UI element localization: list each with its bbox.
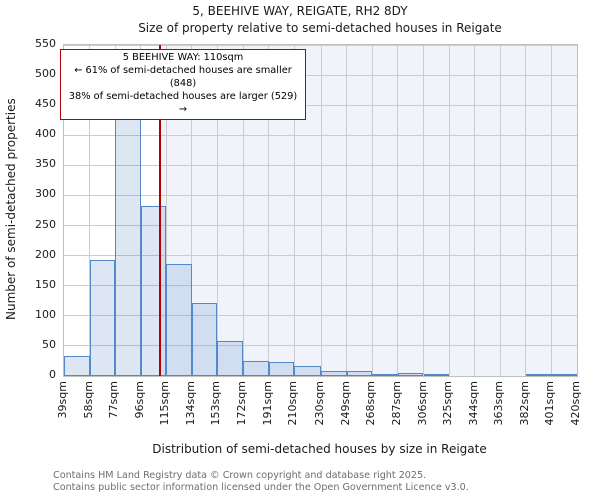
- x-tick-label: 401sqm: [543, 381, 557, 426]
- property-size-marker-line: [158, 45, 161, 376]
- x-tick-label: 191sqm: [260, 381, 274, 426]
- gridline-vertical: [242, 45, 244, 376]
- x-tick-label: 306sqm: [415, 381, 429, 426]
- gridline-vertical: [346, 45, 348, 376]
- x-tick-label: 77sqm: [107, 381, 121, 419]
- gridline-horizontal: [64, 285, 577, 287]
- x-tick-label: 325sqm: [441, 381, 455, 426]
- histogram-bar: [346, 371, 373, 376]
- gridline-horizontal: [64, 345, 577, 347]
- gridline-horizontal: [64, 104, 577, 106]
- y-tick-label: 0: [49, 368, 56, 381]
- gridline-horizontal: [64, 164, 577, 166]
- x-tick-label: 153sqm: [209, 381, 223, 426]
- histogram-bar: [191, 302, 218, 376]
- licence-footer: Contains HM Land Registry data © Crown c…: [53, 470, 469, 493]
- y-tick-label: 150: [35, 277, 56, 291]
- x-tick-label: 210sqm: [286, 381, 300, 426]
- gridline-vertical: [191, 45, 193, 376]
- gridline-horizontal: [64, 225, 577, 227]
- histogram-bar: [115, 117, 141, 376]
- footer-line-1: Contains HM Land Registry data © Crown c…: [53, 470, 427, 481]
- histogram-bar: [166, 264, 192, 376]
- gridline-vertical: [371, 45, 373, 376]
- histogram-bar: [321, 371, 347, 376]
- y-tick-label: 200: [35, 247, 56, 261]
- histogram-bar: [525, 374, 552, 376]
- histogram-bar: [89, 260, 116, 376]
- y-tick-label: 250: [35, 217, 56, 231]
- gridline-vertical: [165, 45, 167, 376]
- x-axis-label: Distribution of semi-detached houses by …: [152, 442, 487, 456]
- gridline-vertical: [320, 45, 322, 376]
- x-tick-label: 268sqm: [364, 381, 378, 426]
- x-tick-label: 363sqm: [492, 381, 506, 426]
- histogram-bar: [294, 366, 322, 376]
- x-tick-label: 382sqm: [517, 381, 531, 426]
- histogram-bar: [268, 362, 295, 376]
- x-tick-label: 420sqm: [569, 381, 582, 426]
- y-tick-label: 350: [35, 157, 56, 171]
- x-tick-label: 134sqm: [183, 381, 197, 426]
- annotation-property-size: 5 BEEHIVE WAY: 110sqm: [122, 52, 244, 63]
- y-tick-label: 450: [35, 97, 56, 111]
- y-axis-label: Number of semi-detached properties: [4, 98, 18, 321]
- gridline-horizontal: [64, 134, 577, 136]
- gridline-vertical: [499, 45, 501, 376]
- x-tick-label: 172sqm: [235, 381, 249, 426]
- y-tick-label: 550: [35, 37, 56, 50]
- property-annotation-box: 5 BEEHIVE WAY: 110sqm ← 61% of semi-deta…: [60, 49, 306, 120]
- x-tick-label: 115sqm: [158, 381, 172, 426]
- y-tick-label: 300: [35, 187, 56, 201]
- x-tick-label: 58sqm: [81, 381, 95, 419]
- gridline-vertical: [397, 45, 399, 376]
- histogram-bar: [243, 360, 269, 376]
- gridline-vertical: [268, 45, 270, 376]
- gridline-horizontal: [64, 74, 577, 76]
- footer-line-2: Contains public sector information licen…: [53, 481, 469, 493]
- histogram-bar: [423, 374, 450, 376]
- gridline-vertical: [216, 45, 218, 376]
- y-tick-label: 100: [35, 307, 56, 321]
- chart-title: 5, BEEHIVE WAY, REIGATE, RH2 8DY: [192, 4, 408, 18]
- x-tick-label: 287sqm: [389, 381, 403, 426]
- y-tick-label: 50: [42, 337, 56, 351]
- histogram-bar: [140, 205, 167, 376]
- x-tick-label: 249sqm: [338, 381, 352, 426]
- gridline-horizontal: [64, 255, 577, 257]
- gridline-vertical: [525, 45, 527, 376]
- gridline-vertical: [293, 45, 295, 376]
- annotation-smaller-stat: ← 61% of semi-detached houses are smalle…: [74, 64, 292, 89]
- y-tick-label: 400: [35, 127, 56, 141]
- x-tick-label: 344sqm: [466, 381, 480, 426]
- x-tick-label: 230sqm: [313, 381, 327, 426]
- gridline-vertical: [474, 45, 476, 376]
- gridline-vertical: [89, 45, 91, 376]
- chart-subtitle: Size of property relative to semi-detach…: [138, 21, 502, 35]
- gridline-horizontal: [64, 315, 577, 317]
- gridline-vertical: [550, 45, 552, 376]
- gridline-vertical: [448, 45, 450, 376]
- x-tick-label: 96sqm: [132, 381, 146, 419]
- histogram-bar: [397, 373, 424, 376]
- y-tick-label: 500: [35, 67, 56, 81]
- histogram-bar: [217, 340, 244, 376]
- gridline-horizontal: [64, 44, 577, 46]
- x-tick-label: 39sqm: [56, 381, 69, 419]
- histogram-bar: [551, 374, 577, 376]
- annotation-larger-stat: 38% of semi-detached houses are larger (…: [68, 90, 298, 115]
- gridline-vertical: [423, 45, 424, 376]
- histogram-bar: [64, 356, 90, 376]
- histogram-bar: [372, 373, 398, 376]
- gridline-horizontal: [64, 194, 577, 196]
